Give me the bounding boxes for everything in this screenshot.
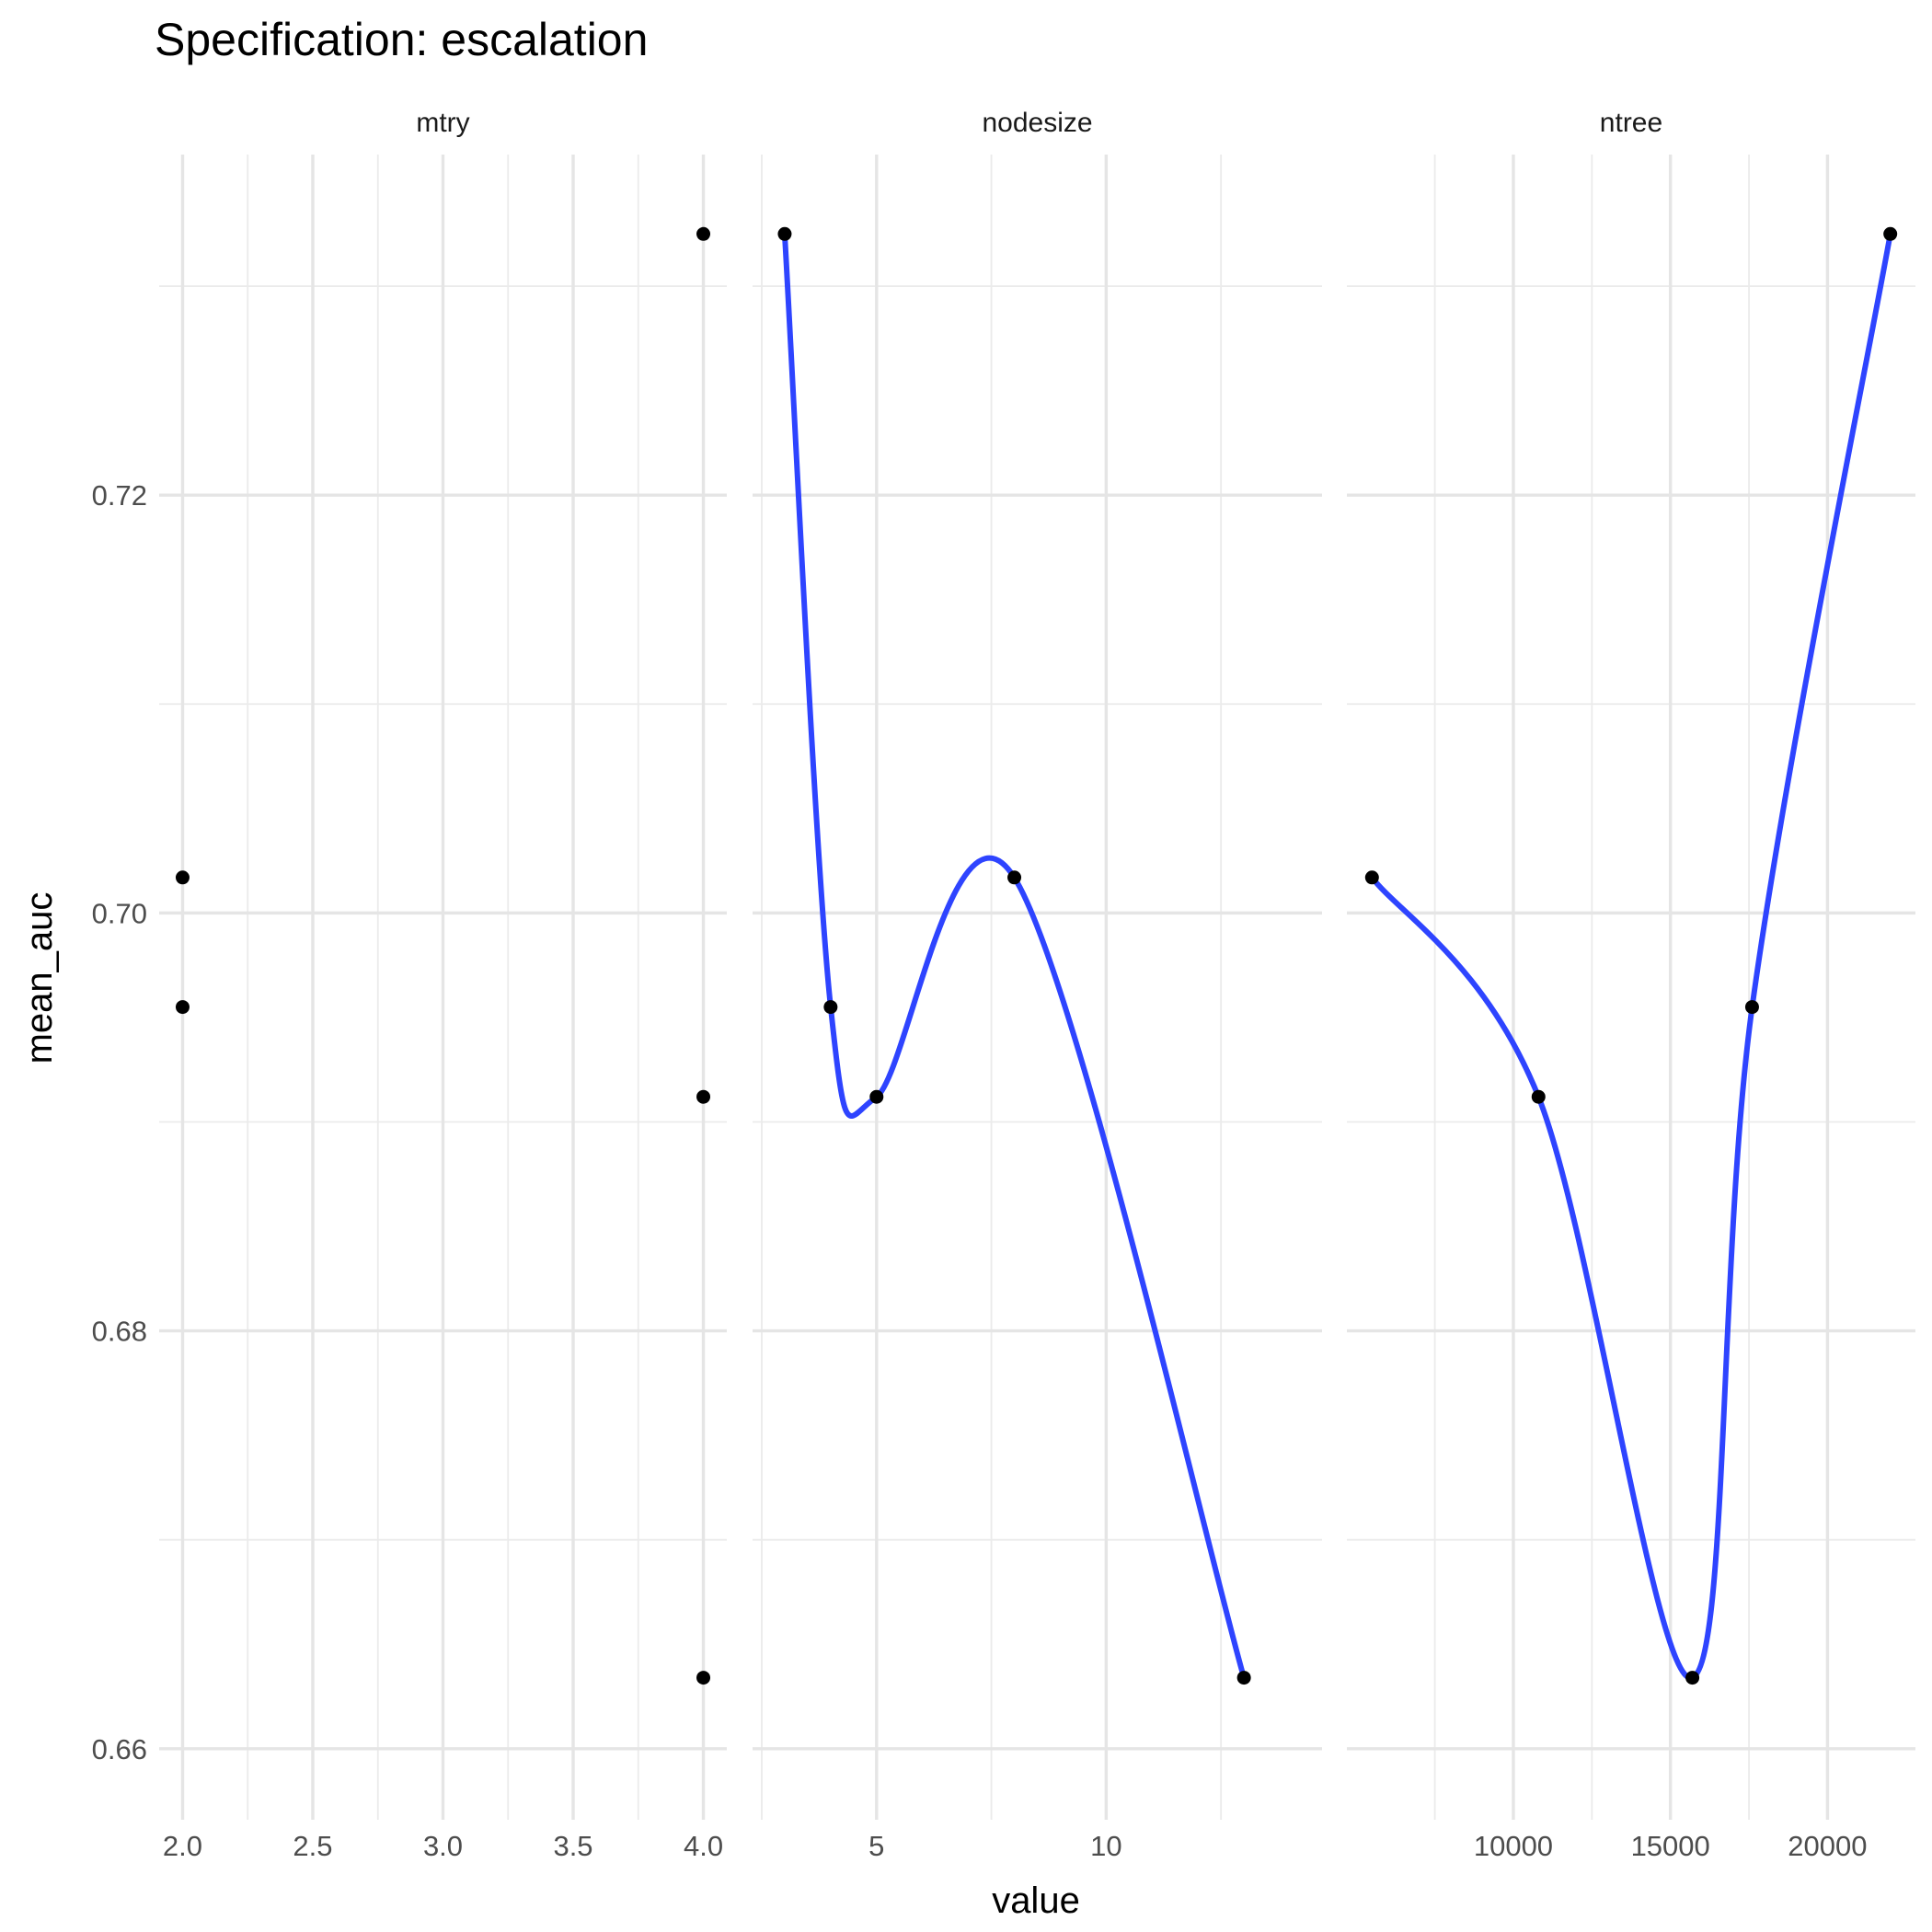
- x-tick-label: 20000: [1788, 1830, 1867, 1862]
- data-point: [175, 870, 190, 885]
- x-tick-label: 2.0: [163, 1830, 202, 1862]
- x-axis-title: value: [992, 1880, 1080, 1921]
- panel-nodesize: nodesize 5 10: [753, 108, 1322, 1862]
- y-tick-label: 0.66: [92, 1733, 147, 1765]
- data-point: [696, 1089, 711, 1104]
- data-point: [1007, 870, 1022, 885]
- x-tick-label: 2.5: [293, 1830, 332, 1862]
- x-tick-label: 10000: [1474, 1830, 1553, 1862]
- data-point: [696, 1671, 711, 1685]
- facet-strip-label: ntree: [1600, 108, 1662, 138]
- facet-strip-label: nodesize: [982, 108, 1092, 138]
- data-point: [1364, 870, 1379, 885]
- chart-title: Specification: escalation: [155, 14, 648, 65]
- x-tick-label: 10: [1090, 1830, 1121, 1862]
- panel-ntree: ntree 10000 15000 20000: [1347, 108, 1915, 1862]
- data-point: [1236, 1671, 1251, 1685]
- panel-mtry: mtry 2.0 2.5 3.0 3.5 4.0: [159, 108, 727, 1862]
- smooth-line-ntree: [1369, 231, 1893, 1681]
- data-point: [777, 226, 792, 241]
- facet-strip-label: mtry: [416, 108, 469, 138]
- data-point: [1531, 1089, 1546, 1104]
- y-tick-label: 0.72: [92, 479, 147, 512]
- x-tick-label: 3.0: [423, 1830, 463, 1862]
- data-point: [823, 1000, 838, 1015]
- panels: mtry 2.0 2.5 3.0 3.5 4.0 nodesize 5 10 ntree 10000…: [159, 108, 1915, 1862]
- y-axis: 0.66 0.68 0.70 0.72: [92, 479, 147, 1765]
- data-point: [175, 1000, 190, 1015]
- data-point: [1685, 1671, 1700, 1685]
- x-tick-label: 4.0: [684, 1830, 723, 1862]
- data-point: [869, 1089, 884, 1104]
- x-tick-label: 5: [868, 1830, 884, 1862]
- y-tick-label: 0.68: [92, 1316, 147, 1348]
- y-axis-title: mean_auc: [19, 892, 60, 1064]
- y-tick-label: 0.70: [92, 897, 147, 929]
- data-point: [1883, 226, 1898, 241]
- data-point: [1744, 1000, 1759, 1015]
- x-tick-label: 3.5: [553, 1830, 592, 1862]
- smooth-line-nodesize: [781, 231, 1248, 1681]
- x-tick-label: 15000: [1631, 1830, 1710, 1862]
- data-point: [696, 226, 711, 241]
